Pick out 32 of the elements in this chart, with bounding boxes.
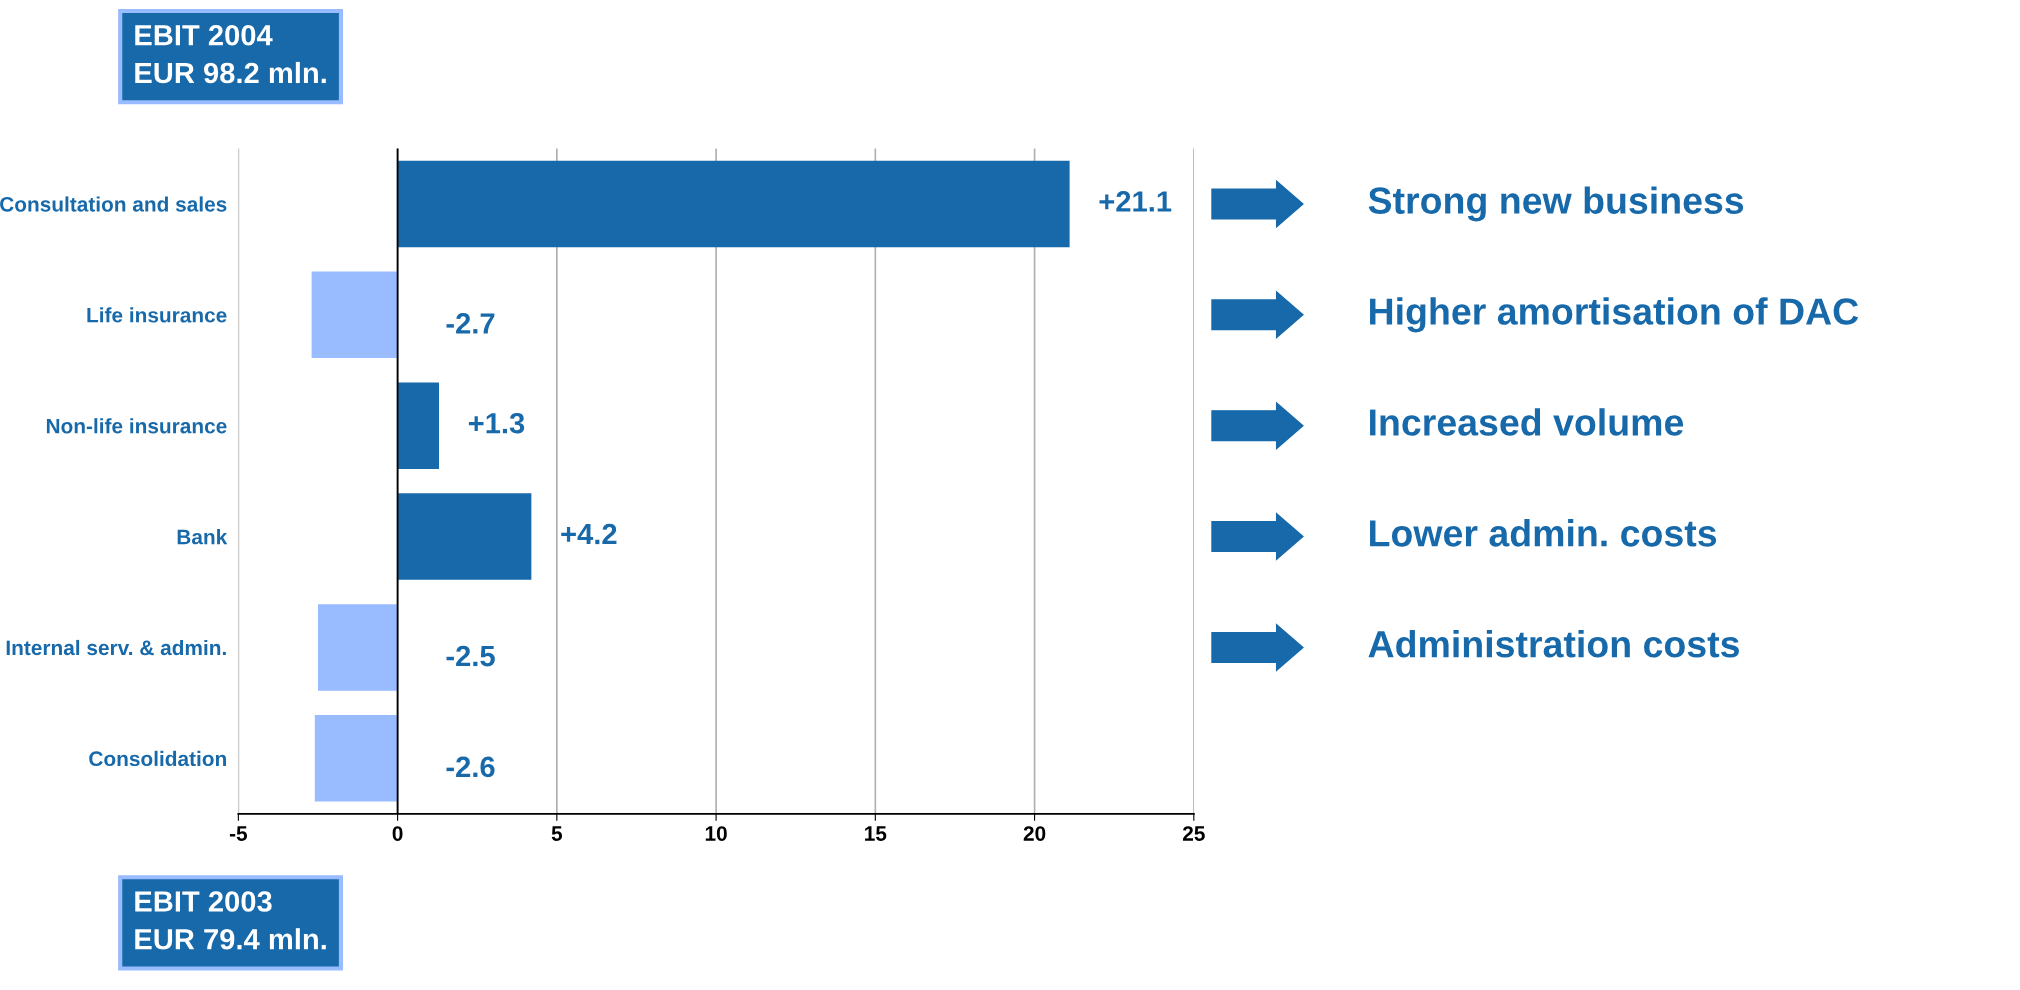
x-tick-label: -5: [229, 826, 248, 841]
bar: [397, 160, 1070, 248]
data-label: +1.3: [468, 412, 525, 434]
x-tick-label: 5: [551, 826, 563, 841]
text: Lower admin. costs: [1370, 519, 1717, 547]
text: EBIT 2004 EUR 98.2 mln.: [135, 24, 326, 84]
y-tick-label: Non-life insurance: [46, 418, 227, 434]
x-tick-label: 25: [1182, 826, 1205, 841]
data-label: -2.7: [446, 313, 495, 334]
text: EBIT 2003 EUR 79.4 mln.: [135, 891, 326, 950]
data-label: +4.2: [561, 523, 617, 545]
x-tick-label: 0: [392, 826, 403, 841]
y-tick-label: Internal serv. & admin.: [6, 639, 226, 656]
bar: [311, 271, 398, 359]
text: Higher amortisation of DAC: [1370, 297, 1859, 333]
x-tick-label: 10: [705, 826, 727, 841]
y-tick-label: Bank: [177, 529, 228, 545]
y-tick-label: Consultation and sales: [0, 196, 227, 212]
bar: [314, 715, 398, 802]
text: Increased volume: [1370, 408, 1684, 436]
y-tick-label: Life insurance: [87, 307, 227, 323]
bar: [397, 382, 440, 469]
x-tick-label: 20: [1023, 826, 1046, 841]
data-label: -2.5: [446, 645, 495, 667]
x-tick-label: 15: [865, 826, 887, 841]
bar: [397, 493, 532, 580]
data-label: -2.6: [446, 756, 495, 778]
y-tick-label: Consolidation: [89, 750, 226, 767]
text: Strong new business: [1368, 186, 1744, 222]
data-label: +21.1: [1099, 191, 1172, 212]
bar: [317, 604, 398, 691]
text: Administration costs: [1368, 629, 1739, 658]
